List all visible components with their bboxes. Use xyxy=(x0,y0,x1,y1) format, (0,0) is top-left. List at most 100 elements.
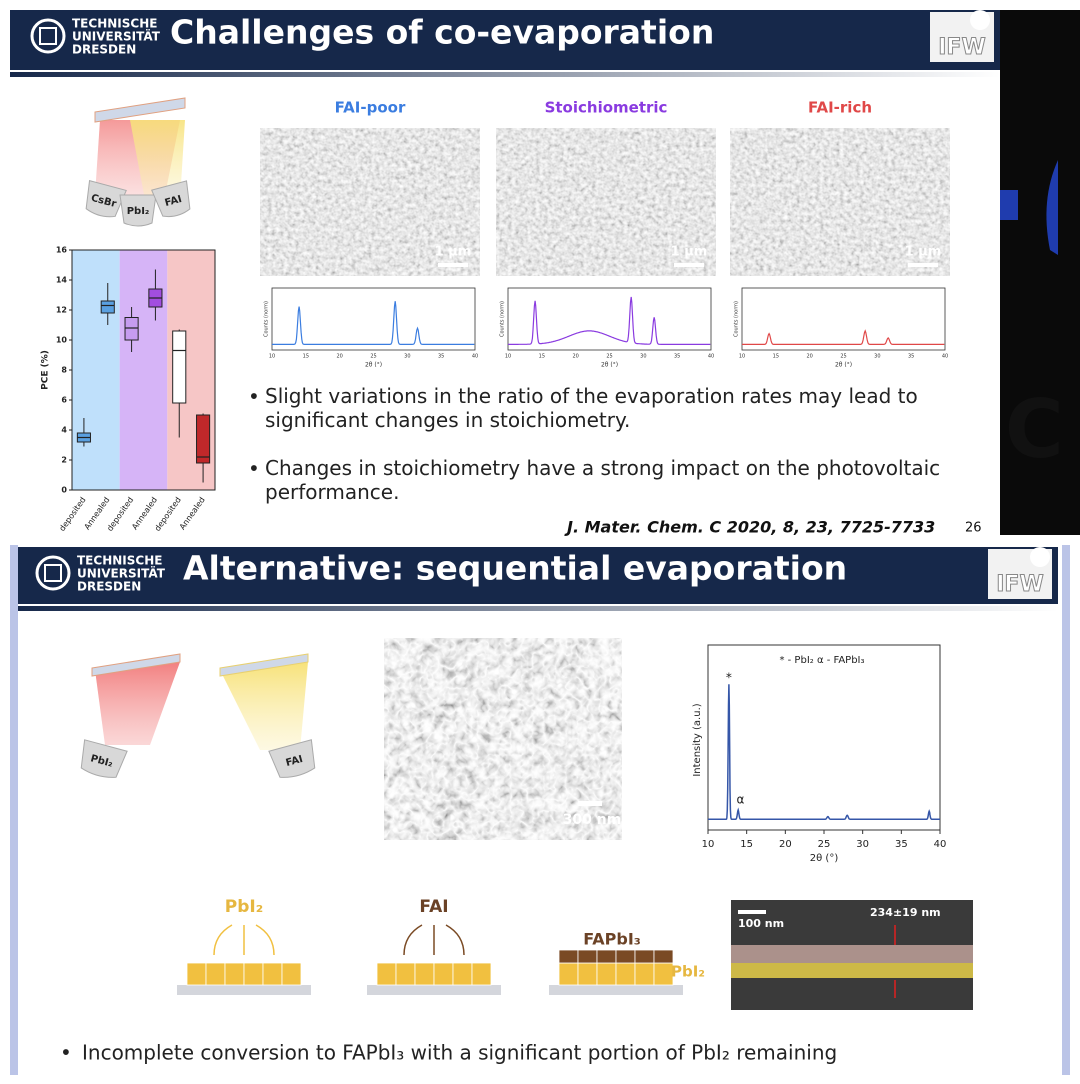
fapbi3-block xyxy=(558,949,579,964)
source xyxy=(80,739,128,778)
logo-text: DRESDEN xyxy=(77,580,141,594)
pbi2-block xyxy=(262,962,283,986)
scale-bar xyxy=(908,263,938,267)
sem-image xyxy=(260,128,480,276)
logo-mark xyxy=(35,555,71,591)
citation: J. Mater. Chem. C 2020, 8, 23, 7725-7733 xyxy=(564,518,935,537)
y-tick-label: 16 xyxy=(56,246,68,255)
substrate xyxy=(549,985,683,995)
fapbi3-block xyxy=(596,949,617,964)
source-label: FAI xyxy=(285,754,304,769)
scale-bar xyxy=(438,263,468,267)
bullet: • xyxy=(248,385,260,409)
bullet-text: Changes in stoichiometry have a strong i… xyxy=(265,456,941,504)
pbi2-block xyxy=(395,962,416,986)
xrd-tick: 30 xyxy=(404,354,410,360)
pbi2-block xyxy=(615,962,636,986)
arrow xyxy=(213,924,233,956)
pbi2-block xyxy=(596,962,617,986)
xrd-curve xyxy=(272,301,475,345)
process-steps: PbI₂ FAI FAPbI₃ PbI₂ xyxy=(177,897,705,995)
source-label: PbI₂ xyxy=(127,206,150,217)
slide-title: Alternative: sequential evaporation xyxy=(183,549,847,588)
ifw-text: IFW xyxy=(996,572,1043,597)
scale-bar xyxy=(738,910,766,914)
ifw-dot xyxy=(1030,547,1050,567)
xrd-curve xyxy=(708,684,940,821)
logo-text: TECHNISCHE xyxy=(77,554,162,568)
logo-text: DRESDEN xyxy=(72,43,136,57)
xrd-tick: 35 xyxy=(438,354,444,360)
pbi2-block xyxy=(634,962,655,986)
pbi2-block xyxy=(186,962,207,986)
box xyxy=(124,317,139,341)
arrow xyxy=(445,924,465,956)
xrd-tick: 40 xyxy=(708,354,714,360)
logo-mark xyxy=(44,564,62,582)
substrate xyxy=(219,653,309,677)
pbi2-block xyxy=(558,962,579,986)
bullet-text: Incomplete conversion to FAPbI₃ with a s… xyxy=(82,1041,837,1065)
edge-shape xyxy=(1062,545,1070,1075)
xrd-tick: 35 xyxy=(908,354,914,360)
xrd-tick: 30 xyxy=(856,839,869,850)
fapbi3-block xyxy=(577,949,598,964)
sources: PbI₂ FAI xyxy=(80,739,316,778)
pbi2-block xyxy=(243,962,264,986)
pbi2-block xyxy=(281,962,302,986)
step-label: PbI₂ xyxy=(225,897,263,917)
xrd-frame xyxy=(741,287,946,351)
box xyxy=(100,300,115,314)
column-title: FAI-rich xyxy=(808,99,872,117)
header xyxy=(10,10,1000,70)
header-rule xyxy=(18,606,1058,611)
columns: FAI-poor 1 µm Counts (norm) 10 15 20 25 30 35 40 2… xyxy=(260,99,950,369)
arrow xyxy=(255,924,275,956)
scale-label: 1 µm xyxy=(435,245,472,260)
xrd-tick: 20 xyxy=(806,354,812,360)
column-title: Stoichiometric xyxy=(545,99,668,117)
y-tick-label: 2 xyxy=(61,456,67,465)
xrd-ylabel: Counts (norm) xyxy=(734,301,740,337)
pbi2-block xyxy=(224,962,245,986)
header-rule xyxy=(10,72,1000,77)
logo-text: TECHNISCHE xyxy=(72,17,157,31)
xrd-xlabel: 2θ (°) xyxy=(810,853,839,864)
source-label: FAI xyxy=(164,194,183,209)
bullet: • xyxy=(248,457,260,481)
scale-label: 1 µm xyxy=(905,245,942,260)
logo-text: UNIVERSITÄT xyxy=(72,29,161,44)
logo-text: UNIVERSITÄT xyxy=(77,566,166,581)
sem-image xyxy=(730,128,950,276)
y-axis-label: PCE (%) xyxy=(41,350,51,390)
source xyxy=(151,180,191,218)
edge-shape xyxy=(1046,160,1058,255)
xrd-frame xyxy=(271,287,476,351)
pbi2-block xyxy=(433,962,454,986)
column-title: FAI-poor xyxy=(335,99,406,117)
xrd-tick: 40 xyxy=(472,354,478,360)
header xyxy=(18,547,1058,604)
scale-label: 300 nm xyxy=(563,812,622,828)
slide-title: Challenges of co-evaporation xyxy=(170,13,714,52)
bullet-box: Slight variations in the ratio of the ev… xyxy=(265,384,918,432)
xrd-tick: 35 xyxy=(895,839,908,850)
substrate xyxy=(94,97,186,123)
pbi2-block xyxy=(205,962,226,986)
bullet: • xyxy=(60,1041,72,1065)
xrd-tick: 20 xyxy=(572,354,578,360)
ifw-dot xyxy=(970,10,990,30)
scale-bar xyxy=(674,263,704,267)
ifw-text: IFW xyxy=(938,35,985,60)
xrd-curve xyxy=(742,329,945,345)
xrd-ylabel: Counts (norm) xyxy=(264,301,270,337)
xrd-tick: 30 xyxy=(874,354,880,360)
step-label: FAI xyxy=(419,897,448,917)
beam xyxy=(130,120,185,200)
xrd-xlabel: 2θ (°) xyxy=(601,362,618,369)
xrd-tick: 25 xyxy=(370,354,376,360)
xrd-tick: 10 xyxy=(702,839,715,850)
pbi2-block xyxy=(452,962,473,986)
